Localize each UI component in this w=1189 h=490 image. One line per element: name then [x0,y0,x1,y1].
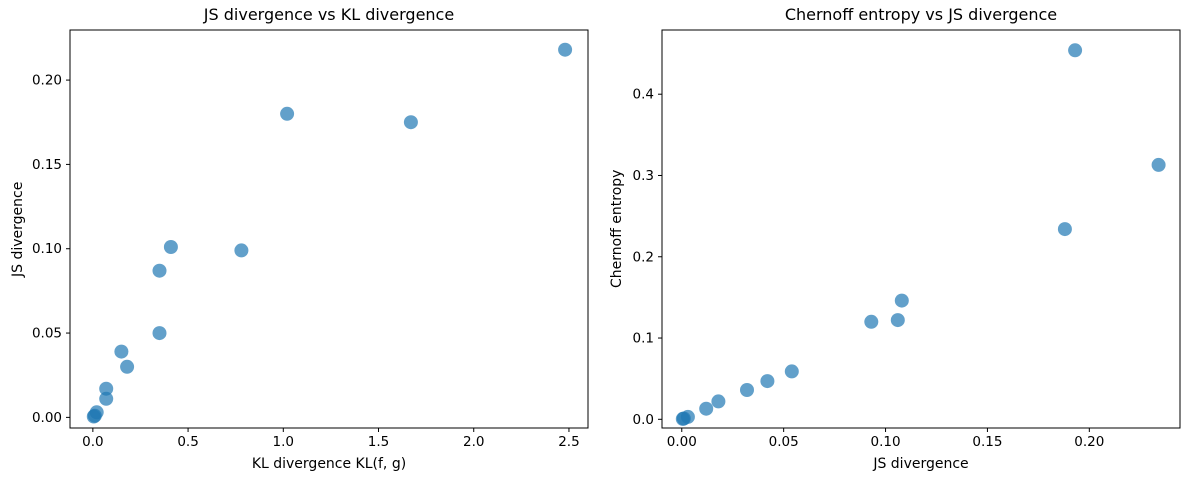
data-point [760,374,775,389]
data-point [163,240,178,254]
y-tick-label: 0.3 [633,168,654,184]
x-tick-label: 0.00 [667,434,697,450]
left-plot-title: JS divergence vs KL divergence [203,5,455,24]
y-tick-label: 0.4 [633,87,654,103]
y-tick-label: 0.2 [633,249,654,265]
y-axis-ticks: 0.0 0.1 0.2 0.3 0.4 [633,87,662,428]
data-point [864,314,879,329]
right-plot-xlabel: JS divergence [873,456,969,472]
x-tick-label: 0.0 [82,434,103,450]
x-tick-label: 0.20 [1074,434,1104,450]
x-tick-label: 0.10 [871,434,901,450]
x-axis-ticks: 0.00 0.05 0.10 0.15 0.20 [667,428,1104,450]
y-tick-label: 0.0 [633,412,654,428]
y-tick-label: 0.15 [32,157,62,173]
data-point [784,364,799,379]
x-axis-ticks: 0.0 0.5 1.0 1.5 2.0 2.5 [82,428,580,450]
y-tick-label: 0.00 [32,410,62,426]
data-point [234,243,249,258]
data-point [699,401,714,416]
scatter-points [86,42,573,424]
y-axis-ticks: 0.00 0.05 0.10 0.15 0.20 [32,73,70,426]
data-point [1057,222,1072,237]
y-tick-label: 0.1 [633,331,654,347]
data-point [114,344,129,359]
x-tick-label: 0.05 [769,434,799,450]
data-point [890,313,905,328]
data-point [152,263,167,278]
data-point [99,381,114,396]
x-tick-label: 2.0 [463,434,484,450]
data-point [89,405,104,420]
data-point [120,359,135,374]
data-point [740,383,754,397]
data-point [680,409,695,424]
scatter-points [675,43,1166,426]
left-plot-canvas: 0.0 0.5 1.0 1.5 2.0 2.5 0.00 0.05 0.10 0.15 0.20 [32,29,589,450]
data-point [711,394,726,409]
data-point [280,106,295,121]
data-point [1068,43,1083,58]
axes-spines [661,29,1181,429]
y-tick-label: 0.05 [32,326,62,342]
x-tick-label: 1.0 [273,434,294,450]
y-tick-label: 0.10 [32,241,62,257]
data-point [152,326,167,341]
axes-spines [69,29,589,429]
data-point [894,293,909,308]
right-plot-canvas: 0.00 0.05 0.10 0.15 0.20 0.0 0.1 0.2 0.3 0.4 [633,29,1181,450]
data-point [1151,157,1166,172]
data-point [99,391,114,406]
x-tick-label: 2.5 [558,434,579,450]
data-point [558,42,573,57]
x-tick-label: 0.15 [972,434,1002,450]
left-plot-xlabel: KL divergence KL(f, g) [251,456,407,472]
left-plot: JS divergence vs KL divergence JS diverg… [0,0,594,490]
right-plot: Chernoff entropy vs JS divergence Cherno… [595,0,1189,490]
y-tick-label: 0.20 [32,73,62,89]
data-point [403,115,418,130]
right-plot-title: Chernoff entropy vs JS divergence [784,5,1058,24]
x-tick-label: 1.5 [368,434,389,450]
x-tick-label: 0.5 [177,434,198,450]
